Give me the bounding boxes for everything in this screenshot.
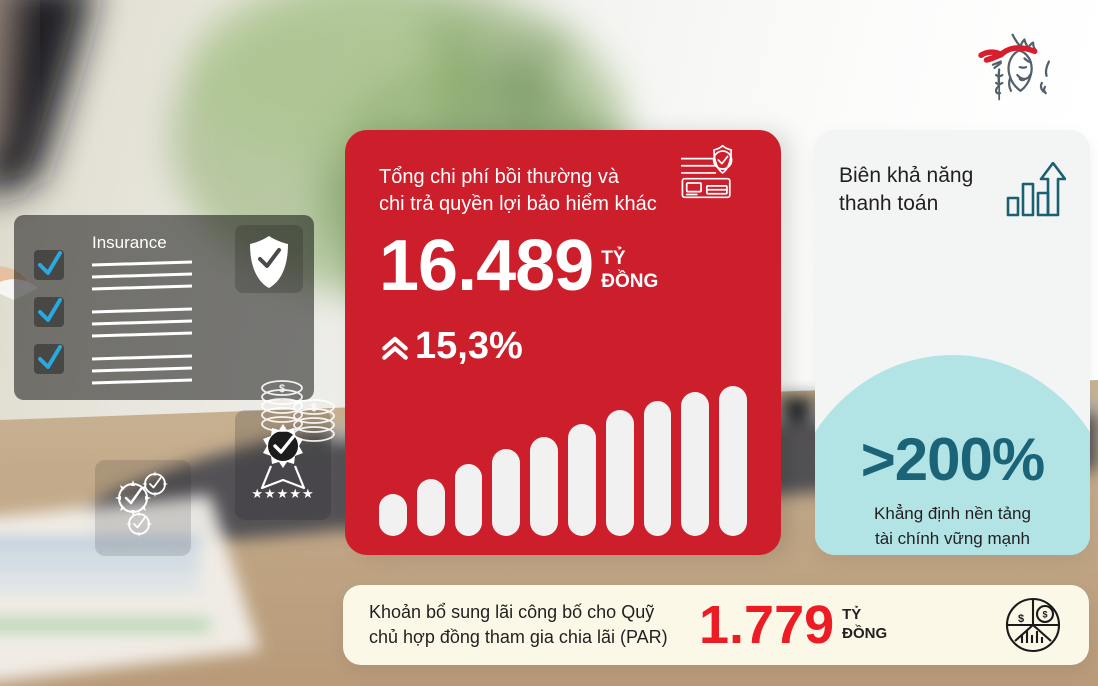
- svg-text:★★★★★: ★★★★★: [251, 486, 314, 501]
- svg-text:$: $: [1042, 610, 1047, 620]
- svg-text:$: $: [311, 402, 317, 414]
- svg-text:Insurance: Insurance: [92, 233, 167, 252]
- svg-text:$: $: [1018, 613, 1024, 625]
- svg-text:$: $: [279, 383, 285, 395]
